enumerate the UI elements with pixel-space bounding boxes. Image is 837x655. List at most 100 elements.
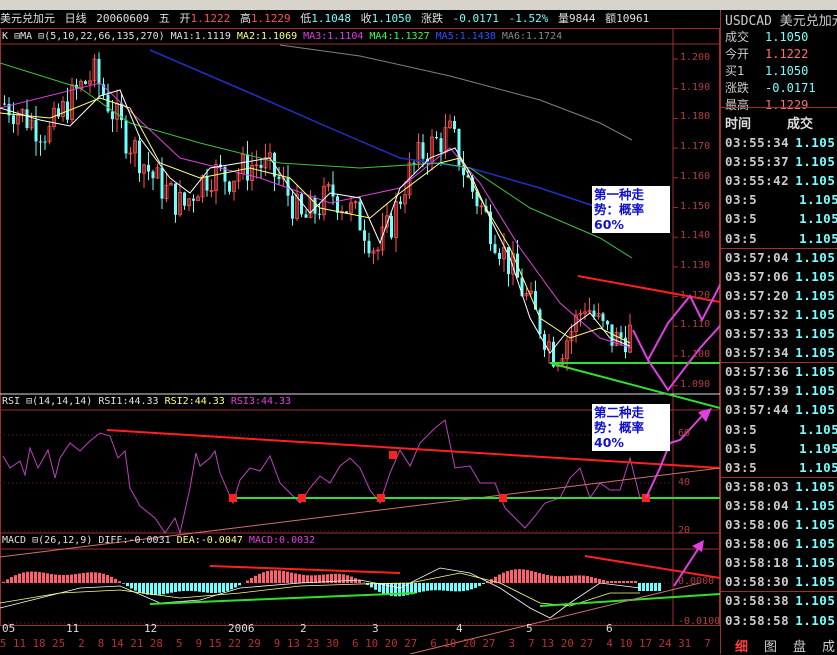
- instrument-name: 美元兑加元: [0, 12, 55, 25]
- macd-bar: [50, 574, 53, 583]
- divider: [721, 591, 837, 592]
- candle-body: [602, 314, 605, 321]
- quote-row: 涨跌-0.0171: [725, 79, 816, 96]
- macd-bar: [210, 583, 213, 593]
- quote-label: 买1: [725, 62, 765, 79]
- candle-body: [35, 120, 38, 141]
- day-axis: 5 11 18 25 2 8 14 21 28 5 9 15 22 29 9 1…: [0, 638, 711, 650]
- tick-price: 1.105: [799, 460, 837, 475]
- rsi-axis-60: 60: [678, 428, 690, 439]
- tick-price: 1.105: [795, 613, 835, 628]
- tick-time: 03:58:30: [725, 574, 789, 589]
- period[interactable]: 日线: [65, 12, 87, 25]
- macd-bar: [642, 583, 645, 591]
- tick-price: 1.105: [799, 192, 837, 207]
- candle-body: [368, 241, 371, 253]
- macd-bar: [186, 583, 189, 591]
- candle-body: [138, 141, 141, 173]
- macd-bar: [562, 576, 565, 583]
- macd-bar: [426, 583, 429, 591]
- macd-bar: [270, 570, 273, 583]
- macd-bar: [658, 583, 661, 591]
- macd-bar: [282, 571, 285, 583]
- macd-bar: [218, 583, 221, 593]
- quote-value: 1.1229: [765, 98, 808, 112]
- price-axis-label: 1.160: [680, 171, 710, 182]
- price-axis-label: 1.150: [680, 201, 710, 212]
- macd-bar: [86, 572, 89, 583]
- candle-body: [147, 165, 150, 172]
- chart-area[interactable]: K ⊟MA ⊟(5,10,22,66,135,270) MA1:1.1119 M…: [0, 28, 720, 654]
- macd-bar: [626, 581, 629, 583]
- rsi-legend: RSI ⊟(14,14,14) RSI1:44.33 RSI2:44.33 RS…: [2, 396, 291, 407]
- weekday: 五: [159, 12, 170, 25]
- candle-body: [440, 138, 443, 152]
- candle-body: [12, 115, 15, 124]
- time-header: 时间: [725, 117, 751, 132]
- ma1-value: MA1:1.1119: [171, 31, 231, 42]
- macd-bar: [546, 575, 549, 583]
- ma3-line: [0, 83, 632, 348]
- candle-body: [246, 154, 249, 180]
- tab-0[interactable]: 细: [735, 636, 748, 655]
- tick-price: 1.105: [795, 288, 835, 303]
- rsi2-value: RSI2:44.33: [165, 396, 225, 407]
- macd-bar: [262, 572, 265, 583]
- quote-header-bar: 美元兑加元 日线 20060609 五 开1.1222 高1.1229 低1.1…: [0, 10, 720, 28]
- macd-axis-zero: 0.0000: [678, 576, 714, 587]
- macd-params: (26,12,9): [38, 535, 92, 546]
- month-label: 6: [606, 622, 613, 635]
- tick-row: 03:58:30 1.105: [725, 574, 835, 589]
- tab-3[interactable]: 成: [822, 636, 835, 655]
- rsi-axis-20: 20: [678, 525, 690, 536]
- macd-bar: [246, 580, 249, 583]
- macd-value: MACD:0.0032: [249, 535, 315, 546]
- macd-bar: [18, 574, 21, 583]
- macd-bar: [566, 576, 569, 583]
- macd-bar: [602, 580, 605, 583]
- macd-bar: [150, 583, 153, 595]
- tab-2[interactable]: 盘: [793, 636, 806, 655]
- divider: [721, 362, 837, 363]
- tick-time: 03:5: [725, 211, 757, 226]
- tick-price: 1.105: [799, 441, 837, 456]
- volume: 量9844: [558, 12, 596, 25]
- quote-label: 最高: [725, 96, 765, 113]
- macd-bar: [286, 572, 289, 583]
- rsi-line: [3, 420, 650, 533]
- candle-body: [593, 311, 596, 317]
- candle-body: [314, 198, 317, 214]
- macd-bar: [198, 583, 201, 592]
- candle-body: [620, 332, 623, 337]
- macd-bar: [166, 583, 169, 593]
- macd-bar: [102, 574, 105, 583]
- candle-body: [498, 253, 501, 259]
- macd-bar: [450, 583, 453, 591]
- tick-time: 03:55:37: [725, 154, 789, 169]
- tick-time: 03:58:18: [725, 555, 789, 570]
- rsi-axis-40: 40: [678, 477, 690, 488]
- close-label: 收: [361, 12, 372, 25]
- price-axis-label: 1.190: [680, 82, 710, 93]
- candle-body: [26, 109, 29, 128]
- change-pct: -1.52%: [509, 12, 549, 25]
- change-label: 涨跌: [421, 12, 443, 25]
- macd-bar: [590, 577, 593, 583]
- tick-price: 1.105: [795, 574, 835, 589]
- macd-bar: [646, 583, 649, 591]
- macd-bar: [126, 583, 129, 586]
- macd-bar: [342, 574, 345, 583]
- tab-1[interactable]: 图: [764, 636, 777, 655]
- macd-bar: [526, 570, 529, 583]
- macd-bar: [266, 571, 269, 583]
- tick-price: 1.105: [795, 326, 835, 341]
- macd-bar: [598, 579, 601, 583]
- macd-bar: [534, 572, 537, 583]
- macd-bar: [558, 576, 561, 583]
- macd-bar: [182, 583, 185, 591]
